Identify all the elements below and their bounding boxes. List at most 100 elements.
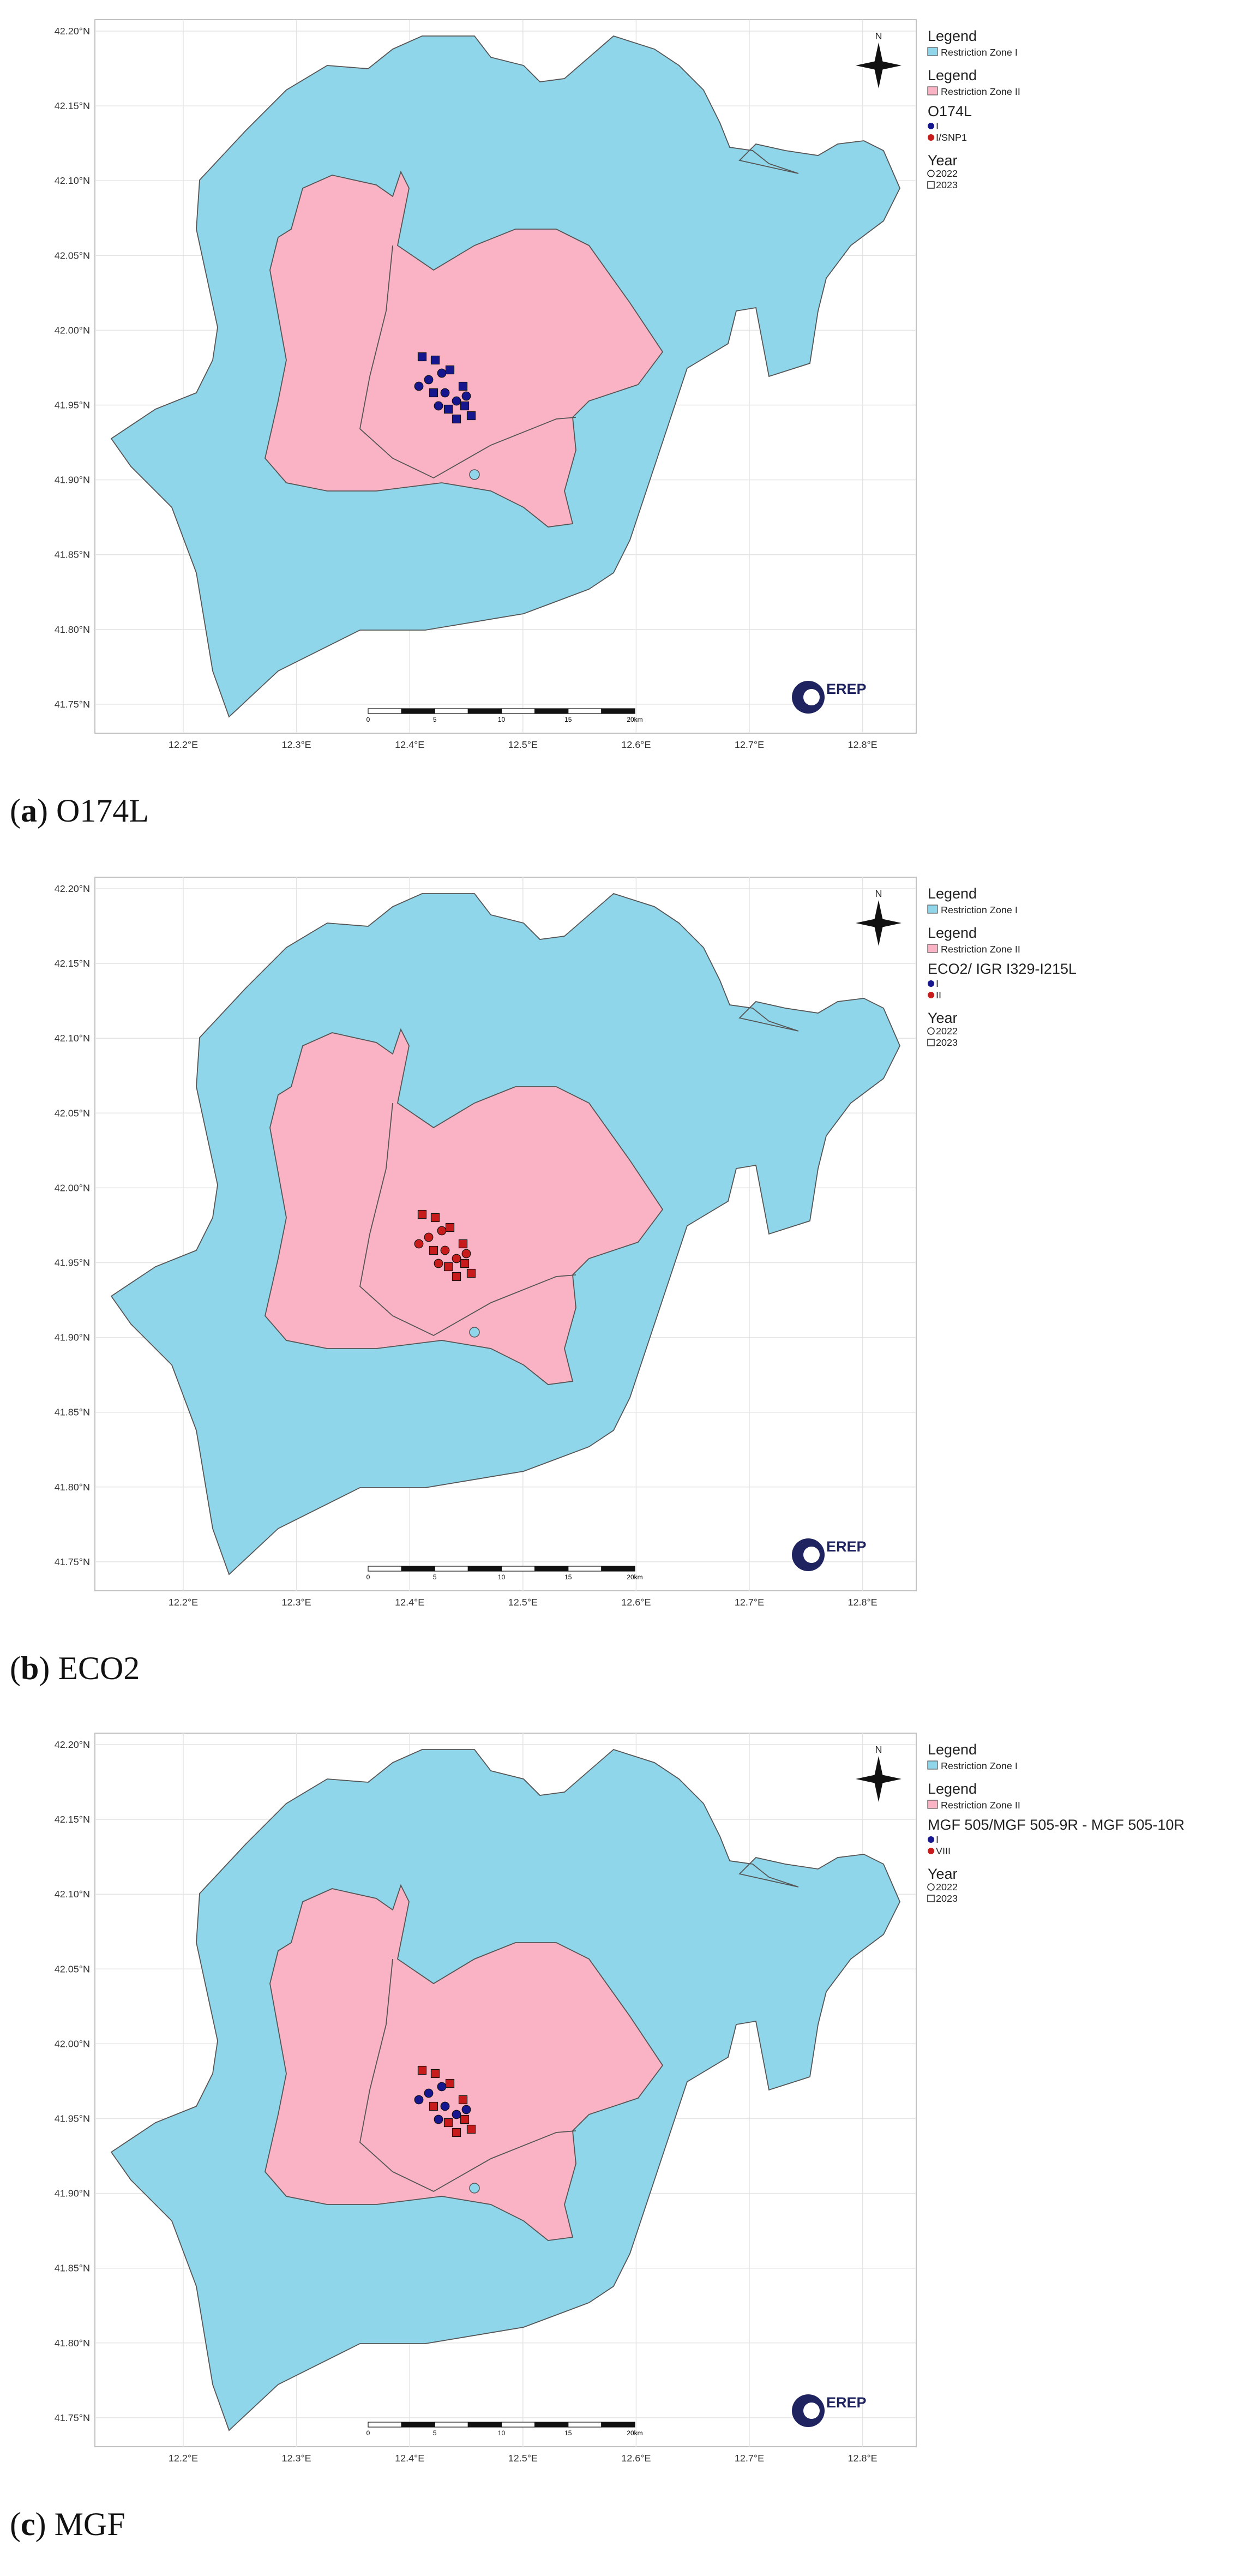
legend-title: Legend xyxy=(928,28,977,44)
lat-label: 41.95°N xyxy=(55,2113,90,2124)
sample-point xyxy=(466,1268,476,1278)
legend-dot xyxy=(927,1836,934,1843)
lat-label: 42.05°N xyxy=(55,250,90,261)
scale-bar-segment xyxy=(501,2422,536,2428)
lon-label: 12.2°E xyxy=(169,2453,198,2464)
lon-label: 12.3°E xyxy=(281,2453,311,2464)
legend-dot xyxy=(927,1847,934,1854)
legend-dot xyxy=(927,980,934,987)
sample-point xyxy=(424,375,434,385)
lat-label: 42.15°N xyxy=(55,958,90,969)
legend-item: 2022 xyxy=(936,1882,958,1892)
scale-bar-segment xyxy=(467,1566,502,1572)
lat-label: 42.15°N xyxy=(55,1814,90,1825)
sample-point xyxy=(417,1209,427,1219)
lat-label: 42.05°N xyxy=(55,1963,90,1974)
scale-label: 5 xyxy=(433,2429,437,2437)
legend-swatch xyxy=(927,86,938,95)
restriction-zone-2 xyxy=(265,170,664,528)
lat-label: 41.75°N xyxy=(55,699,90,710)
sample-point xyxy=(460,2114,470,2124)
scale-label: 10 xyxy=(498,716,506,723)
legend-item: 2023 xyxy=(936,1037,958,1048)
caption: (c) MGF xyxy=(10,2506,125,2542)
legend-shape xyxy=(927,1883,935,1891)
scale-label: 5 xyxy=(433,716,437,723)
legend-item: I xyxy=(936,978,939,989)
caption-part: ( xyxy=(10,793,21,829)
sample-point xyxy=(452,1272,461,1281)
lon-label: 12.5°E xyxy=(508,1597,538,1608)
lon-label: 12.5°E xyxy=(508,2453,538,2464)
lat-label: 42.10°N xyxy=(55,175,90,186)
sample-point xyxy=(437,2082,447,2092)
scale-label: 0 xyxy=(366,2429,370,2437)
legend-shape xyxy=(927,181,935,189)
sample-point xyxy=(440,1245,450,1255)
scale-bar-segment xyxy=(401,1566,435,1572)
sample-point xyxy=(429,1245,438,1255)
lat-label: 42.00°N xyxy=(55,2038,90,2049)
lat-label: 42.10°N xyxy=(55,1889,90,1900)
legend-title: Legend xyxy=(928,885,977,902)
sample-point xyxy=(466,411,476,421)
sample-point xyxy=(424,2088,434,2098)
scale-bar-segment xyxy=(368,708,402,714)
caption: (a) O174L xyxy=(10,793,149,829)
scale-bar-segment xyxy=(534,1566,569,1572)
restriction-zone-2 xyxy=(265,1028,664,1385)
sample-point xyxy=(458,381,468,391)
legend-swatch xyxy=(927,1760,938,1770)
legend-dot xyxy=(927,992,934,999)
legend-item: I xyxy=(936,121,939,131)
legend-item: 2022 xyxy=(936,168,958,179)
scale-bar-segment xyxy=(368,2422,402,2428)
lat-label: 41.95°N xyxy=(55,1257,90,1268)
scale-bar-segment xyxy=(501,708,536,714)
lat-label: 42.00°N xyxy=(55,1182,90,1193)
lat-label: 42.20°N xyxy=(55,26,90,37)
legend-title: O174L xyxy=(928,103,972,119)
caption-part: ) MGF xyxy=(35,2506,125,2542)
sample-point xyxy=(460,1259,470,1268)
legend-title: Legend xyxy=(928,67,977,83)
scale-label: 15 xyxy=(564,716,572,723)
restriction-zone-2 xyxy=(265,1884,664,2241)
caption-part: c xyxy=(21,2506,35,2542)
scale-bar-segment xyxy=(434,2422,468,2428)
scale-bar-segment xyxy=(601,1566,635,1572)
sample-point xyxy=(458,2095,468,2105)
lat-label: 41.90°N xyxy=(55,475,90,486)
lat-label: 41.80°N xyxy=(55,1482,90,1493)
lat-label: 42.00°N xyxy=(55,325,90,336)
sample-point xyxy=(414,2095,424,2105)
lon-label: 12.7°E xyxy=(735,739,764,750)
lat-label: 41.80°N xyxy=(55,624,90,635)
lon-label: 12.6°E xyxy=(621,739,651,750)
legend-item: 2023 xyxy=(936,179,958,190)
sample-point xyxy=(440,388,450,398)
zone-boundary xyxy=(359,245,576,479)
legend-title: Legend xyxy=(928,1741,977,1758)
lat-label: 42.10°N xyxy=(55,1033,90,1044)
sample-point xyxy=(429,2101,438,2111)
north-arrow xyxy=(855,61,902,71)
logo-text: EREP xyxy=(826,681,866,697)
legend-shape xyxy=(927,1039,935,1046)
scale-bar-segment xyxy=(601,2422,635,2428)
sample-point xyxy=(430,355,440,365)
legend-item: Restriction Zone I xyxy=(941,1760,1018,1771)
sample-point xyxy=(430,1213,440,1223)
scale-bar-segment xyxy=(568,1566,602,1572)
map-panel: 42.20°N 42.15°N 42.10°N 42.05°N 42.00°N 41.95… xyxy=(10,1733,1185,2542)
logo-mark xyxy=(803,689,820,706)
scale-bar-segment xyxy=(401,2422,435,2428)
scale-label: 20km xyxy=(627,2429,642,2437)
lat-label: 41.85°N xyxy=(55,549,90,560)
scale-bar-segment xyxy=(534,708,569,714)
legend-item: 2022 xyxy=(936,1026,958,1037)
zone-boundary xyxy=(359,1958,576,2192)
sample-point xyxy=(460,401,470,411)
